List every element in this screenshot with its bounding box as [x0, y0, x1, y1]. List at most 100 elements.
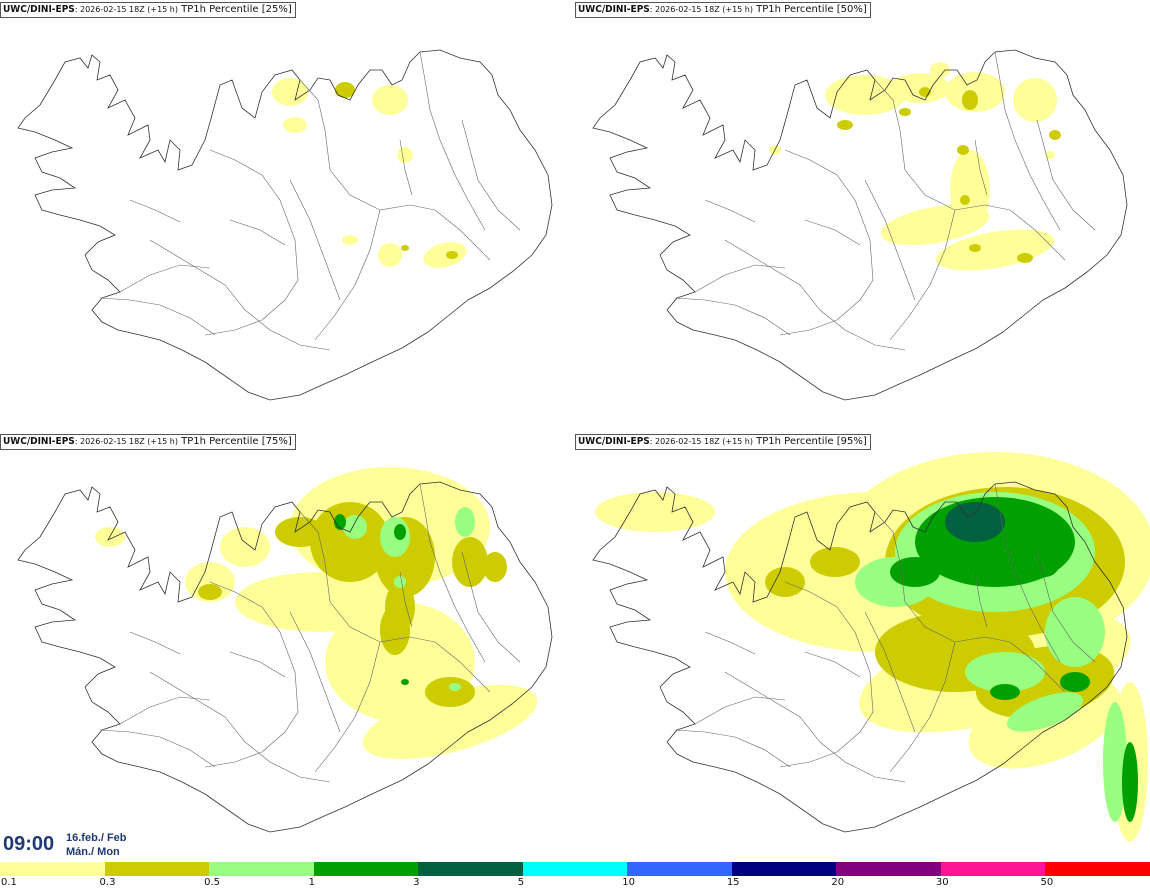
precip-area — [446, 251, 458, 259]
precip-area — [990, 684, 1020, 700]
precip-map — [17, 467, 553, 833]
road-boundary-line — [974, 571, 988, 628]
precip-area — [810, 547, 860, 577]
road-boundary-line — [314, 209, 381, 341]
road-boundary-line — [461, 119, 521, 231]
colorbar-swatch — [104, 862, 210, 876]
precip-area — [378, 243, 402, 267]
road-boundary-line — [864, 611, 916, 733]
road-boundary-line — [99, 729, 216, 768]
precip-area — [283, 117, 307, 133]
valid-time: 09:00 — [3, 833, 55, 855]
colorbar-swatch — [836, 862, 941, 876]
road-boundary-line — [119, 264, 211, 293]
colorbar-swatch — [522, 862, 628, 876]
road-boundary-line — [779, 149, 874, 336]
road-boundary-line — [804, 651, 861, 678]
road-boundary-line — [694, 264, 786, 293]
precip-area — [275, 517, 325, 547]
colorbar-tick-label: 0.5 — [204, 877, 220, 888]
colorbar-tick-label: 50 — [1040, 877, 1054, 888]
precip-area — [1017, 253, 1033, 263]
precip-area — [342, 235, 358, 245]
road-boundary-line — [674, 729, 791, 768]
road-boundary-line — [694, 696, 786, 725]
road-boundary-line — [204, 581, 299, 768]
precip-area — [890, 557, 940, 587]
road-boundary-line — [204, 149, 299, 336]
road-boundary-line — [299, 511, 491, 693]
precip-area — [1045, 597, 1105, 667]
precip-area — [334, 514, 346, 530]
road-boundary-line — [724, 671, 906, 783]
road-boundary-line — [399, 571, 413, 628]
coastline — [17, 49, 553, 401]
precip-area — [965, 652, 1045, 692]
precip-area — [825, 75, 905, 115]
colorbar-swatch — [940, 862, 1046, 876]
colorbar-swatch — [731, 862, 837, 876]
road-boundary-line — [889, 641, 956, 773]
valid-date: 16.feb./ Feb Mán./ Mon — [66, 831, 127, 859]
precip-area — [962, 517, 978, 537]
precip-area — [362, 684, 538, 760]
road-boundary-line — [779, 581, 874, 768]
precip-area — [880, 204, 990, 246]
precip-area — [1103, 702, 1127, 822]
precip-map — [592, 452, 1150, 842]
road-boundary-line — [864, 179, 916, 301]
precip-area — [1030, 547, 1060, 577]
road-boundary-line — [419, 51, 486, 231]
precip-area — [957, 145, 969, 155]
precip-area — [272, 78, 308, 106]
valid-day-line: Mán./ Mon — [66, 846, 120, 858]
colorbar-swatch — [313, 862, 419, 876]
precip-area — [401, 245, 409, 251]
precip-area — [962, 90, 978, 110]
panel-title: UWC/DINI-EPS: 2026-02-15 18Z (+15 h) TP1… — [575, 2, 871, 18]
road-boundary-line — [149, 671, 331, 783]
road-boundary-line — [419, 483, 486, 663]
precip-area — [1013, 78, 1057, 122]
road-boundary-line — [874, 511, 1066, 693]
road-boundary-line — [461, 551, 521, 663]
colorbar-tick-label: 1 — [308, 877, 315, 888]
colorbar-swatch — [209, 862, 314, 876]
road-boundary-line — [804, 219, 861, 246]
road-boundary-line — [994, 483, 1061, 663]
colorbar-tick-label: 0.3 — [99, 877, 116, 888]
precip-area — [310, 502, 390, 582]
coastline — [17, 481, 553, 833]
colorbar-tick-label: 10 — [622, 877, 635, 888]
precip-map — [592, 49, 1128, 401]
road-boundary-line — [229, 219, 286, 246]
panel-title: UWC/DINI-EPS: 2026-02-15 18Z (+15 h) TP1… — [0, 434, 296, 450]
road-boundary-line — [119, 696, 211, 725]
panel-title: UWC/DINI-EPS: 2026-02-15 18Z (+15 h) TP1… — [575, 434, 871, 450]
colorbar-tick-label: 20 — [831, 877, 845, 888]
precip-area — [899, 108, 911, 116]
colorbar-tick-label: 5 — [517, 877, 525, 888]
map-panel-p75: UWC/DINI-EPS: 2026-02-15 18Z (+15 h) TP1… — [0, 432, 575, 864]
precip-area — [1049, 130, 1061, 140]
precip-area — [455, 507, 475, 537]
map-panel-p95: UWC/DINI-EPS: 2026-02-15 18Z (+15 h) TP1… — [575, 432, 1150, 864]
colorbar-tick-label: 3 — [413, 877, 420, 888]
road-boundary-line — [1036, 119, 1096, 231]
road-boundary-line — [724, 239, 906, 351]
road-boundary-line — [874, 79, 1066, 261]
precip-area — [394, 576, 406, 588]
precip-area — [397, 147, 413, 163]
precip-area — [945, 72, 1005, 112]
valid-date-line: 16.feb./ Feb — [66, 832, 127, 844]
map-panel-p25: UWC/DINI-EPS: 2026-02-15 18Z (+15 h) TP1… — [0, 0, 575, 432]
precip-colorbar — [0, 862, 1150, 876]
colorbar-tick-label: 30 — [935, 877, 949, 888]
precip-area — [1060, 672, 1090, 692]
precip-area — [483, 552, 507, 582]
precip-area — [198, 584, 222, 600]
precip-area — [837, 120, 853, 130]
colorbar-tick-label: 15 — [726, 877, 740, 888]
coastline — [592, 481, 1128, 833]
colorbar-ticks: 0.1 0.3 0.5 1 3 5 10 15 20 30 50 — [0, 876, 1150, 891]
